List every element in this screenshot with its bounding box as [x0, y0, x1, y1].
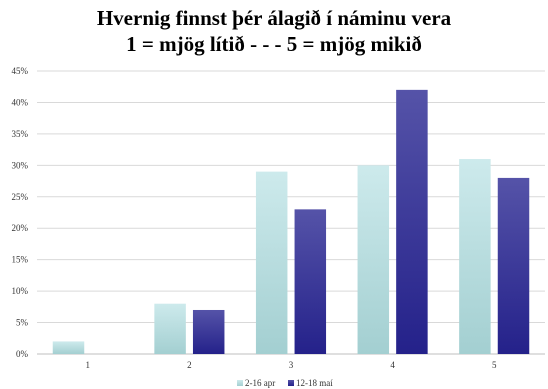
legend-swatch — [288, 380, 294, 386]
bar-series-1-4 — [357, 165, 390, 354]
y-tick-label: 5% — [16, 318, 29, 328]
bar-series-1-5 — [459, 159, 491, 354]
x-tick-label: 5 — [492, 360, 497, 370]
y-tick-label: 25% — [12, 192, 29, 202]
y-axis-ticks: 0% 5% 10% 15% 20% 25% 30% 35% 40% 45% — [12, 66, 29, 359]
y-tick-label: 15% — [12, 255, 29, 265]
chart-title-line-2: 1 = mjög lítið - - - 5 = mjög mikið — [126, 32, 422, 56]
x-tick-label: 4 — [390, 360, 395, 370]
y-tick-label: 35% — [12, 129, 29, 139]
bar-series-1-1 — [52, 341, 85, 354]
bar-series-2-2 — [192, 309, 225, 354]
chart-title-line-1: Hvernig finnst þér álagið í náminu vera — [97, 6, 452, 30]
y-tick-label: 45% — [12, 66, 29, 76]
x-tick-label: 3 — [289, 360, 294, 370]
bar-series-2-5 — [497, 177, 530, 354]
legend-label: 12-18 maí — [296, 378, 333, 388]
bar-series-2-3 — [294, 209, 327, 354]
bar-series-1-2 — [154, 303, 186, 354]
x-tick-label: 2 — [187, 360, 192, 370]
bar-series-1-3 — [255, 171, 288, 354]
bar-series-2-4 — [396, 89, 428, 354]
x-tick-label: 1 — [86, 360, 91, 370]
gridlines — [37, 70, 545, 355]
y-tick-label: 30% — [12, 160, 29, 170]
y-tick-label: 0% — [16, 349, 29, 359]
y-tick-label: 40% — [12, 97, 29, 107]
y-tick-label: 10% — [12, 286, 29, 296]
legend-swatch — [237, 380, 243, 386]
legend: 2-16 apr 12-18 maí — [237, 378, 333, 388]
x-axis-ticks: 1 2 3 4 5 — [86, 360, 497, 370]
legend-label: 2-16 apr — [245, 378, 275, 388]
y-tick-label: 20% — [12, 223, 29, 233]
bars — [52, 89, 530, 354]
